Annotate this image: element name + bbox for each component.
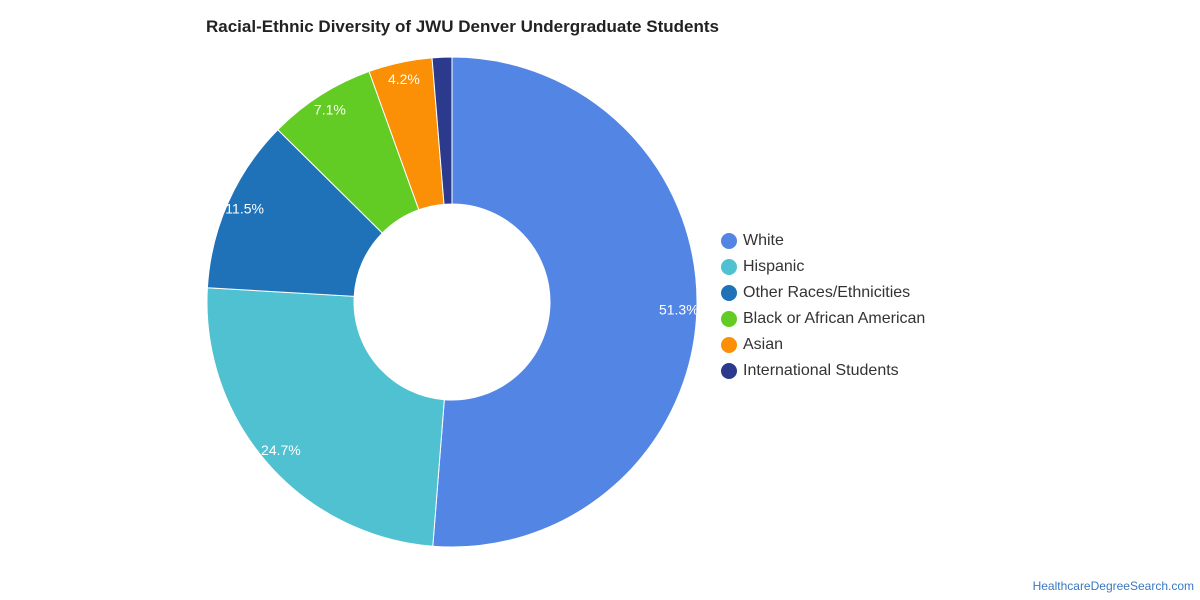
legend-label: White <box>743 232 784 249</box>
slice-value-label: 11.5% <box>225 200 264 216</box>
legend-swatch-icon <box>721 233 737 249</box>
slice-hispanic[interactable] <box>206 287 445 547</box>
slice-value-label: 51.3% <box>659 302 699 318</box>
chart-legend: White Hispanic Other Races/Ethnicities B… <box>721 228 925 384</box>
slice-white[interactable] <box>432 56 698 548</box>
legend-item-asian[interactable]: Asian <box>721 332 925 358</box>
slice-international-students[interactable] <box>431 56 453 205</box>
legend-swatch-icon <box>721 337 737 353</box>
slice-value-label: 4.2% <box>388 71 420 87</box>
legend-item-white[interactable]: White <box>721 228 925 254</box>
slice-value-label: 7.1% <box>314 101 346 117</box>
legend-item-other-races[interactable]: Other Races/Ethnicities <box>721 280 925 306</box>
source-link[interactable]: HealthcareDegreeSearch.com <box>1032 579 1194 593</box>
legend-label: International Students <box>743 362 899 379</box>
slice-value-label: 24.7% <box>261 442 301 458</box>
legend-item-black[interactable]: Black or African American <box>721 306 925 332</box>
legend-item-international[interactable]: International Students <box>721 358 925 384</box>
legend-label: Hispanic <box>743 258 805 275</box>
legend-swatch-icon <box>721 259 737 275</box>
legend-swatch-icon <box>721 363 737 379</box>
legend-label: Black or African American <box>743 310 926 327</box>
legend-item-hispanic[interactable]: Hispanic <box>721 254 925 280</box>
legend-label: Asian <box>743 336 784 353</box>
legend-swatch-icon <box>721 285 737 301</box>
slice-other-races-ethnicities[interactable] <box>206 129 384 297</box>
chart-title: Racial-Ethnic Diversity of JWU Denver Un… <box>206 17 719 36</box>
legend-swatch-icon <box>721 311 737 327</box>
legend-label: Other Races/Ethnicities <box>743 284 911 301</box>
